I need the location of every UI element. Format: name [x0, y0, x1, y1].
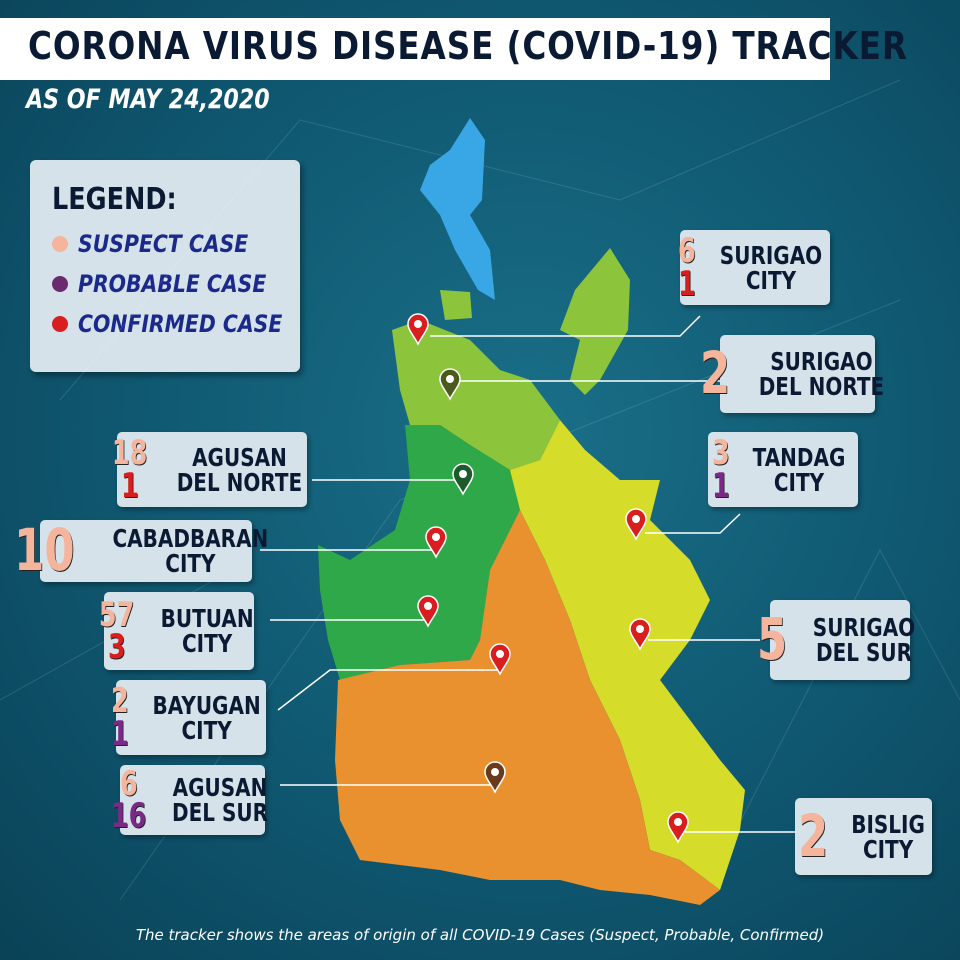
region-surigao-del-sur: [510, 420, 745, 890]
place-name: SURIGAO DEL NORTE: [759, 349, 885, 399]
case-counts: 2: [793, 801, 833, 870]
place-name-line1: AGUSAN: [192, 442, 288, 472]
place-name-line1: SURIGAO: [719, 240, 823, 270]
place-name: BISLIG CITY: [851, 812, 925, 862]
place-name-line2: CITY: [165, 549, 216, 578]
place-name-line2: CITY: [773, 467, 824, 497]
legend-item-confirmed: CONFIRMED CASE: [52, 310, 318, 338]
probable-count: 16: [110, 796, 147, 836]
probable-count: 1: [110, 713, 129, 754]
region-surigao-del-norte: [392, 320, 560, 470]
location-pin-icon: [439, 368, 461, 401]
suspect-count: 6: [678, 231, 696, 272]
legend-item-probable: PROBABLE CASE: [52, 270, 300, 298]
place-name-line1: BISLIG: [850, 809, 925, 839]
place-name-line1: AGUSAN: [172, 773, 268, 802]
location-pin-icon: [625, 508, 647, 541]
location-label-agusan-del-norte: 18 1 AGUSAN DEL NORTE: [112, 432, 307, 507]
location-label-bislig-city: 2 BISLIG CITY: [795, 798, 932, 875]
location-label-butuan-city: 57 3 BUTUAN CITY: [99, 592, 254, 670]
legend-title: LEGEND:: [52, 182, 177, 217]
place-name-line2: DEL SUR: [172, 798, 269, 827]
place-name-line2: DEL SUR: [816, 638, 913, 667]
case-counts: 6 16: [105, 763, 152, 836]
case-counts: 2: [695, 339, 735, 408]
place-name: SURIGAO DEL SUR: [813, 615, 915, 665]
location-label-agusan-del-sur: 6 16 AGUSAN DEL SUR: [111, 765, 268, 835]
region-siargao: [560, 248, 630, 395]
suspect-count: 18: [111, 433, 148, 474]
suspect-count: 2: [798, 801, 829, 870]
region-agusan-del-sur: [335, 510, 720, 905]
place-name-line1: CABADBARAN: [112, 524, 269, 553]
confirmed-count: 1: [120, 465, 139, 506]
region-agusan-del-norte: [318, 425, 520, 680]
place-name: AGUSAN DEL NORTE: [177, 445, 303, 495]
suspect-count: 5: [756, 605, 788, 674]
location-pin-icon: [629, 618, 651, 651]
location-pin-icon: [417, 595, 439, 628]
page-title: CORONA VIRUS DISEASE (COVID-19) TRACKER: [28, 24, 908, 68]
region-dinagat: [420, 118, 495, 300]
probable-count: 1: [712, 465, 730, 506]
legend-label: SUSPECT CASE: [78, 230, 249, 258]
place-name: TANDAG CITY: [752, 445, 845, 495]
location-label-surigao-del-sur: 5 SURIGAO DEL SUR: [757, 600, 915, 680]
place-name-line2: CITY: [181, 629, 232, 658]
location-pin-icon: [667, 811, 689, 844]
location-pin-icon: [452, 463, 474, 496]
suspect-count: 57: [99, 594, 135, 635]
confirmed-count: 3: [108, 627, 126, 667]
place-name-line2: CITY: [181, 715, 232, 745]
place-name-line2: CITY: [862, 834, 913, 864]
legend-item-suspect: SUSPECT CASE: [52, 230, 278, 258]
place-name-line1: SURIGAO: [770, 347, 873, 376]
date-subtitle: AS OF MAY 24,2020: [26, 84, 270, 115]
title-banner: [0, 18, 830, 80]
case-counts: 5: [752, 605, 792, 674]
case-counts: 18 1: [106, 433, 153, 506]
legend-label: PROBABLE CASE: [78, 270, 267, 298]
location-label-surigao-del-norte: 2 SURIGAO DEL NORTE: [700, 335, 884, 413]
location-label-tandag-city: 3 1 TANDAG CITY: [708, 432, 858, 507]
place-name-line1: BUTUAN: [160, 604, 254, 633]
place-name-line2: DEL NORTE: [176, 467, 303, 497]
suspect-count: 3: [712, 433, 730, 474]
place-name: AGUSAN DEL SUR: [172, 775, 268, 825]
confirmed-count: 1: [678, 263, 696, 304]
place-name-line1: TANDAG: [752, 442, 846, 472]
location-pin-icon: [425, 526, 447, 559]
place-name-line2: DEL NORTE: [758, 372, 885, 401]
case-counts: 57 3: [93, 594, 140, 667]
suspect-count: 6: [119, 763, 138, 804]
legend: LEGEND: SUSPECT CASE PROBABLE CASE CONFI…: [30, 160, 300, 372]
place-name-line1: SURIGAO: [812, 613, 916, 642]
suspect-count: 2: [110, 681, 129, 722]
legend-label: CONFIRMED CASE: [78, 310, 283, 338]
suspect-dot-icon: [52, 236, 68, 252]
place-name-line1: BAYUGAN: [152, 690, 261, 720]
leader-lines: [260, 315, 795, 833]
location-pin-icon: [484, 761, 506, 794]
place-name: BUTUAN CITY: [160, 606, 253, 656]
case-counts: 10: [4, 516, 85, 585]
location-label-surigao-city: 6 1 SURIGAO CITY: [678, 230, 830, 305]
location-label-bayugan-city: 2 1 BAYUGAN CITY: [111, 680, 266, 755]
place-name: SURIGAO CITY: [720, 243, 822, 293]
confirmed-dot-icon: [52, 316, 68, 332]
footer-note: The tracker shows the areas of origin of…: [135, 926, 825, 944]
location-pin-icon: [407, 313, 429, 346]
probable-dot-icon: [52, 276, 68, 292]
suspect-count: 10: [14, 516, 75, 585]
place-name-line2: CITY: [745, 265, 796, 295]
place-name: BAYUGAN CITY: [153, 693, 261, 743]
location-label-cabadbaran-city: 10 CABADBARAN CITY: [14, 520, 268, 582]
location-pin-icon: [489, 643, 511, 676]
suspect-count: 2: [699, 339, 731, 408]
place-name: CABADBARAN CITY: [112, 526, 268, 576]
